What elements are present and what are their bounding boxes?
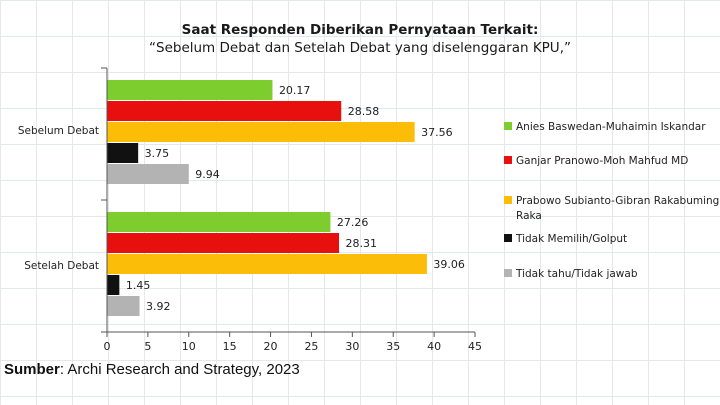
bar — [107, 164, 189, 184]
x-tick-label: 10 — [182, 340, 196, 353]
x-tick-label: 35 — [386, 340, 400, 353]
source-note: Sumber: Archi Research and Strategy, 202… — [4, 361, 300, 378]
legend-label: Prabowo Subianto-Gibran Rakabuming — [516, 195, 719, 207]
legend-label: Raka — [516, 210, 542, 222]
data-label: 28.31 — [346, 237, 378, 250]
data-label: 27.26 — [337, 216, 369, 229]
data-label: 37.56 — [421, 126, 453, 139]
legend-label: Tidak tahu/Tidak jawab — [515, 268, 638, 280]
legend-swatch — [504, 234, 512, 242]
legend-swatch — [504, 196, 512, 204]
x-tick-label: 5 — [144, 340, 151, 353]
legend-swatch — [504, 269, 512, 277]
legend-swatch — [504, 122, 512, 130]
data-label: 20.17 — [279, 84, 311, 97]
bar — [107, 143, 139, 163]
legend-label: Ganjar Pranowo-Moh Mahfud MD — [516, 155, 688, 167]
x-tick-label: 40 — [427, 340, 441, 353]
chart-title: Saat Responden Diberikan Pernyataan Terk… — [181, 22, 539, 38]
data-label: 3.75 — [145, 147, 170, 160]
data-label: 1.45 — [126, 279, 151, 292]
category-label: Setelah Debat — [24, 260, 99, 272]
x-tick-label: 0 — [104, 340, 111, 353]
x-tick-label: 20 — [264, 340, 278, 353]
data-label: 39.06 — [433, 258, 465, 271]
legend-swatch — [504, 156, 512, 164]
legend-label: Tidak Memilih/Golput — [515, 233, 627, 245]
x-tick-label: 15 — [223, 340, 237, 353]
category-label: Sebelum Debat — [18, 125, 99, 137]
bar — [107, 212, 331, 232]
bar — [107, 122, 415, 142]
data-label: 9.94 — [195, 168, 220, 181]
x-tick-label: 30 — [345, 340, 359, 353]
source-label: Sumber — [4, 361, 60, 378]
bar — [107, 80, 273, 100]
x-tick-label: 45 — [468, 340, 482, 353]
bar — [107, 275, 120, 295]
source-text: : Archi Research and Strategy, 2023 — [59, 361, 300, 378]
bar — [107, 254, 427, 274]
data-label: 3.92 — [146, 300, 171, 313]
bar — [107, 233, 340, 253]
data-label: 28.58 — [348, 105, 380, 118]
bar — [107, 296, 140, 316]
chart-subtitle: “Sebelum Debat dan Setelah Debat yang di… — [149, 40, 571, 56]
bar — [107, 101, 342, 121]
legend-label: Anies Baswedan-Muhaimin Iskandar — [516, 121, 706, 133]
x-tick-label: 25 — [304, 340, 318, 353]
